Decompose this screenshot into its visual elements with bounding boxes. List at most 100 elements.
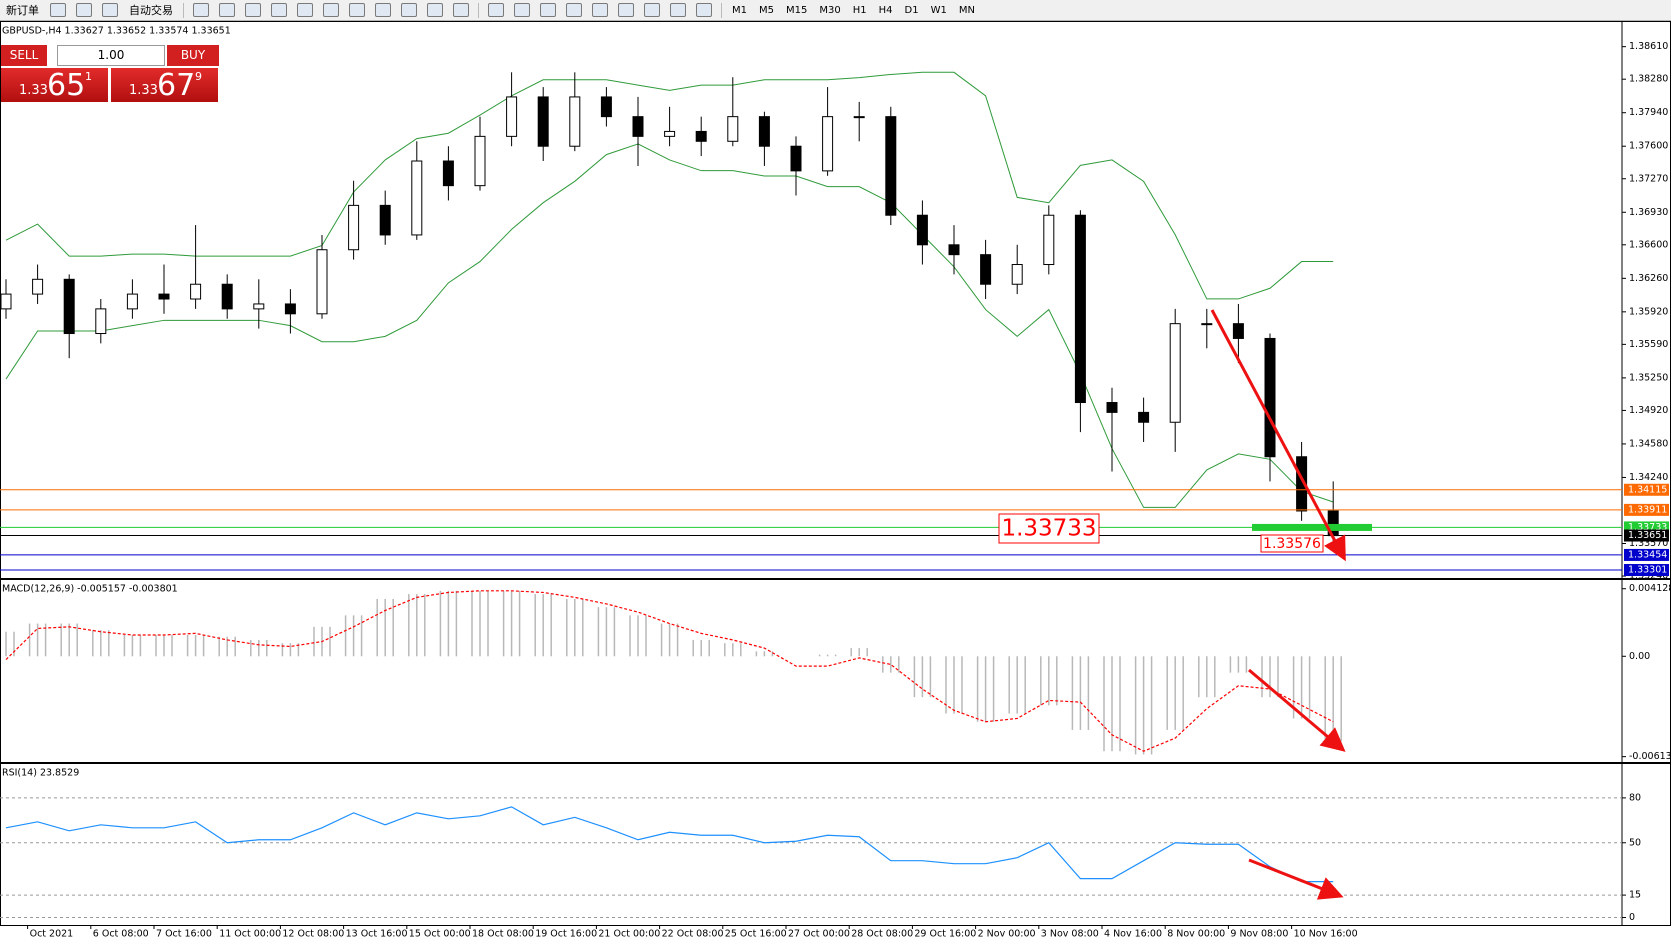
- icon[interactable]: [349, 3, 365, 17]
- toolbar: 新订单 自动交易 M1 M5 M15 M30 H1 H4 D1 W1 MN: [0, 0, 1671, 21]
- candle-body: [1043, 214, 1055, 266]
- y-tick-label: 1.37940: [1629, 107, 1668, 118]
- price-level-tag: [1624, 564, 1669, 577]
- buy-button[interactable]: BUY: [167, 45, 219, 66]
- icon[interactable]: [488, 3, 504, 17]
- y-tick-label: 1.37270: [1629, 173, 1668, 184]
- icon[interactable]: [670, 3, 686, 17]
- icon[interactable]: [401, 3, 417, 17]
- candle-body: [63, 278, 75, 335]
- icon[interactable]: [618, 3, 634, 17]
- timeframe-button[interactable]: M30: [819, 4, 841, 16]
- candle-body: [221, 283, 233, 310]
- icon[interactable]: [375, 3, 391, 17]
- timeframe-button[interactable]: MN: [958, 4, 975, 16]
- x-tick-label: 8 Nov 00:00: [1167, 929, 1225, 940]
- icon[interactable]: [644, 3, 660, 17]
- x-tick-label: 4 Nov 16:00: [1104, 929, 1162, 940]
- timeframe-button[interactable]: D1: [904, 4, 919, 16]
- icon[interactable]: [219, 3, 235, 17]
- candle-body: [822, 116, 834, 172]
- x-tick-label: 6 Oct 08:00: [93, 929, 149, 940]
- timeframe-button[interactable]: H4: [878, 4, 893, 16]
- candle-body: [348, 204, 360, 251]
- panel-title: RSI(14) 23.8529: [2, 768, 79, 779]
- lot-input[interactable]: 1.00: [57, 45, 165, 66]
- candle-body: [316, 249, 328, 315]
- timeframe-button[interactable]: W1: [930, 4, 947, 16]
- y-tick-label: 1.33570: [1629, 538, 1668, 549]
- icon[interactable]: [297, 3, 313, 17]
- icon[interactable]: [540, 3, 556, 17]
- candle-body: [126, 293, 138, 310]
- auto-trading-button[interactable]: 自动交易: [129, 4, 173, 17]
- timeframe-button[interactable]: H1: [852, 4, 867, 16]
- annotation-box: [998, 513, 1100, 544]
- icon[interactable]: [566, 3, 582, 17]
- candle-body: [1106, 402, 1118, 413]
- icon[interactable]: [696, 3, 712, 17]
- trend-arrow: [1248, 858, 1344, 900]
- trend-arrow: [1210, 309, 1346, 562]
- candle-body: [758, 116, 770, 147]
- sell-button[interactable]: SELL: [1, 45, 47, 66]
- x-tick-label: 15 Oct 00:00: [409, 929, 471, 940]
- timeframe-button[interactable]: M5: [759, 4, 774, 16]
- y-tick-label: 1.36260: [1629, 273, 1668, 284]
- y-tick-label: 1.37600: [1629, 141, 1668, 152]
- price-level-tag: [1624, 529, 1669, 542]
- timeframe-button[interactable]: M15: [786, 4, 808, 16]
- candle-body: [158, 293, 170, 300]
- timeframe-button[interactable]: M1: [732, 4, 747, 16]
- candle-body: [695, 130, 707, 142]
- price-level-tag: [1624, 483, 1669, 496]
- icon[interactable]: [193, 3, 209, 17]
- price-fraction: 1: [85, 70, 92, 83]
- icon[interactable]: [323, 3, 339, 17]
- annotation-box: [1260, 534, 1324, 553]
- candle-body: [727, 116, 739, 142]
- timeframes: M1 M5 M15 M30 H1 H4 D1 W1 MN: [726, 5, 981, 16]
- level-marker: [1252, 523, 1372, 531]
- bollinger-band: [5, 71, 1334, 300]
- bid-price[interactable]: 1.33 65 1: [1, 68, 108, 103]
- price-level-label: 1.33651: [1628, 530, 1667, 541]
- candle-body: [506, 96, 518, 137]
- price-prefix: 1.33: [129, 83, 158, 98]
- y-tick-label: 1.34240: [1629, 472, 1668, 483]
- price-pips: 65: [47, 68, 86, 103]
- price-level-label: 1.33454: [1628, 549, 1667, 560]
- x-tick-label: 9 Nov 08:00: [1230, 929, 1288, 940]
- icon[interactable]: [453, 3, 469, 17]
- icon[interactable]: [271, 3, 287, 17]
- separator: [478, 2, 479, 18]
- new-order-button[interactable]: 新订单: [6, 4, 39, 17]
- x-tick-label: 27 Oct 00:00: [788, 929, 850, 940]
- icon[interactable]: [245, 3, 261, 17]
- candle-body: [379, 204, 391, 236]
- panel-title: MACD(12,26,9) -0.005157 -0.003801: [2, 584, 178, 595]
- candle-body: [664, 130, 676, 137]
- y-tick-label: 1.35920: [1629, 306, 1668, 317]
- candle-body: [1264, 337, 1276, 458]
- icon[interactable]: [76, 3, 92, 17]
- annotation-label: 1.33733: [1001, 516, 1096, 542]
- icon[interactable]: [592, 3, 608, 17]
- icon[interactable]: [427, 3, 443, 17]
- icon[interactable]: [50, 3, 66, 17]
- icon[interactable]: [102, 3, 118, 17]
- icon[interactable]: [514, 3, 530, 17]
- candle-body: [1011, 264, 1023, 285]
- y-tick-label: -0.006132: [1629, 751, 1671, 762]
- price-level-label: 1.33301: [1628, 565, 1667, 576]
- candle-body: [916, 214, 928, 246]
- y-tick-label: 1.38610: [1629, 41, 1668, 52]
- x-tick-label: 3 Nov 08:00: [1041, 929, 1099, 940]
- candle-body: [632, 116, 644, 137]
- ask-price[interactable]: 1.33 67 9: [111, 68, 218, 103]
- candle-body: [600, 96, 612, 118]
- candle-body: [537, 96, 549, 147]
- y-tick-label: 50: [1629, 837, 1641, 848]
- annotation-label: 1.33576: [1263, 536, 1321, 552]
